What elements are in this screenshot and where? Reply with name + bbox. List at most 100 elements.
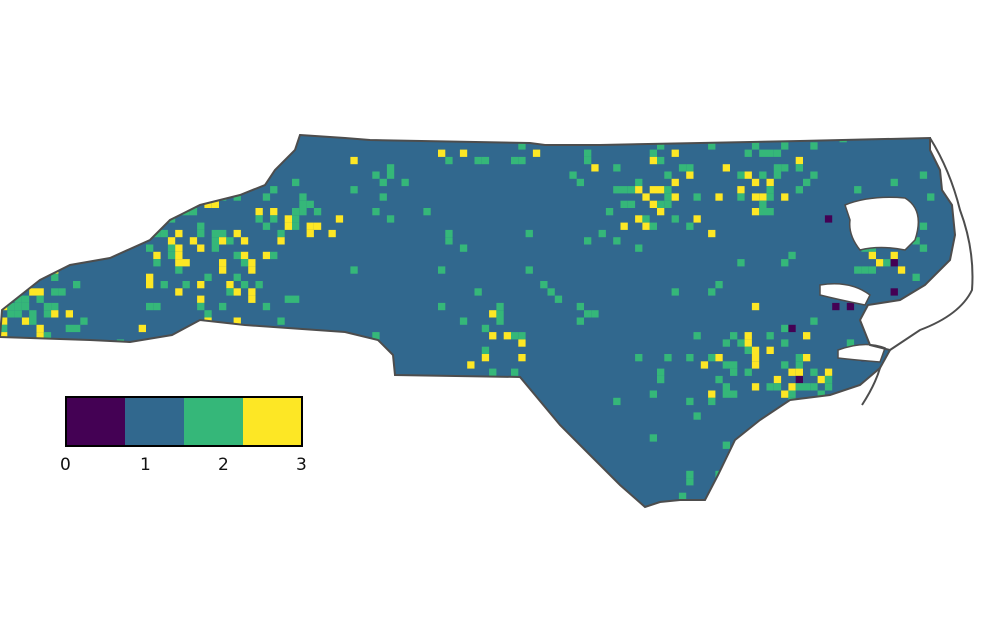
raster-cell-class-2 [584,237,592,245]
raster-cell-class-2 [51,288,59,296]
raster-cell-class-2 [270,215,278,223]
raster-cell-class-2 [292,208,300,216]
raster-cell-class-3 [255,208,263,216]
raster-cell-class-2 [927,193,935,201]
raster-cell-class-2 [51,273,59,281]
raster-cell-class-2 [445,229,453,238]
raster-cell-class-2 [795,354,803,362]
raster-cell-class-2 [36,266,44,274]
legend-swatch-1 [125,397,184,446]
raster-cell-class-3 [751,208,760,216]
raster-cell-class-2 [197,302,205,311]
raster-cell-class-3 [657,208,665,216]
raster-cell-class-3 [335,215,344,223]
raster-cell-class-2 [262,222,271,230]
raster-cell-class-2 [591,135,599,143]
raster-cell-class-3 [883,427,891,435]
raster-cell-class-2 [182,470,190,479]
raster-cell-class-2 [525,266,533,274]
raster-cell-class-2 [219,302,227,311]
raster-cell-class-2 [591,310,599,318]
raster-cell-class-3 [693,215,701,223]
legend-frame [65,396,303,447]
raster-cell-class-2 [197,193,205,201]
raster-cell-class-3 [153,200,161,208]
raster-cell-class-2 [233,273,241,281]
raster-cell-class-3 [532,149,541,157]
raster-cell-class-3 [897,266,906,274]
raster-cell-class-2 [810,317,818,325]
raster-cell-class-2 [379,178,387,187]
raster-cell-class-2 [576,178,584,187]
raster-cell-class-2 [810,142,818,150]
raster-cell-class-2 [642,215,650,223]
raster-cell-class-0 [795,375,803,384]
raster-cell-class-3 [182,259,190,267]
raster-cell-class-2 [401,178,409,187]
raster-cell-class-2 [36,346,44,354]
raster-cell-class-2 [708,142,716,150]
raster-cell-class-3 [781,390,789,398]
raster-cell-class-3 [175,288,183,296]
raster-cell-class-2 [795,383,803,391]
raster-cell-class-2 [518,332,526,340]
raster-cell-class-3 [29,354,37,362]
raster-cell-class-2 [131,156,139,165]
raster-cell-class-2 [153,302,161,311]
raster-cell-class-3 [14,492,22,500]
raster-cell-class-2 [153,178,161,187]
raster-cell-class-2 [657,368,665,376]
raster-cell-class-2 [379,500,387,507]
raster-cell-class-2 [299,193,307,201]
raster-cell-class-2 [613,164,621,172]
raster-cell-class-2 [613,237,621,245]
raster-cell-class-2 [299,200,307,208]
raster-cell-class-2 [481,156,490,165]
raster-cell-class-3 [153,215,161,223]
raster-cell-class-3 [744,332,752,340]
raster-cell-class-2 [810,171,818,179]
raster-cell-class-2 [912,237,920,245]
raster-cell-class-3 [233,317,241,325]
raster-cell-class-2 [65,324,73,333]
raster-cell-class-3 [350,361,358,369]
raster-cell-class-3 [248,288,256,296]
raster-cell-class-2 [474,156,482,165]
raster-cell-class-3 [766,346,774,354]
raster-cell-class-2 [795,186,803,194]
raster-cell-class-2 [554,295,563,303]
raster-cell-class-3 [21,317,30,325]
raster-cell-class-2 [14,186,22,194]
raster-cell-class-2 [511,156,519,165]
raster-cell-class-2 [116,485,125,493]
raster-cell-class-3 [649,200,657,208]
raster-cell-class-3 [686,171,694,179]
raster-cell-class-3 [153,251,161,260]
raster-cell-class-2 [109,383,117,391]
raster-cell-class-3 [620,222,628,230]
raster-cell-class-3 [36,288,44,296]
raster-cell-class-2 [167,251,176,260]
raster-cell-class-2 [197,222,205,230]
raster-cell-class-2 [722,361,730,369]
raster-cell-class-2 [43,339,52,347]
raster-cell-class-2 [737,193,745,201]
raster-cell-class-2 [0,266,8,274]
raster-cell-class-2 [620,200,628,208]
raster-cell-class-2 [489,368,497,376]
raster-cell-class-2 [635,178,643,187]
raster-cell-class-2 [277,346,285,354]
raster-cell-class-2 [292,178,300,187]
raster-cell-class-2 [912,273,920,281]
raster-cell-class-2 [80,317,88,325]
raster-cell-class-2 [722,390,730,398]
raster-cell-class-2 [365,492,373,500]
raster-cell-class-2 [664,186,672,194]
raster-cell-class-2 [73,281,81,289]
raster-cell-class-2 [459,244,468,252]
raster-cell-class-2 [14,339,22,347]
raster-cell-class-2 [292,222,300,230]
raster-cell-class-3 [751,361,760,369]
raster-cell-class-2 [43,142,52,150]
raster-cell-class-3 [737,507,744,514]
